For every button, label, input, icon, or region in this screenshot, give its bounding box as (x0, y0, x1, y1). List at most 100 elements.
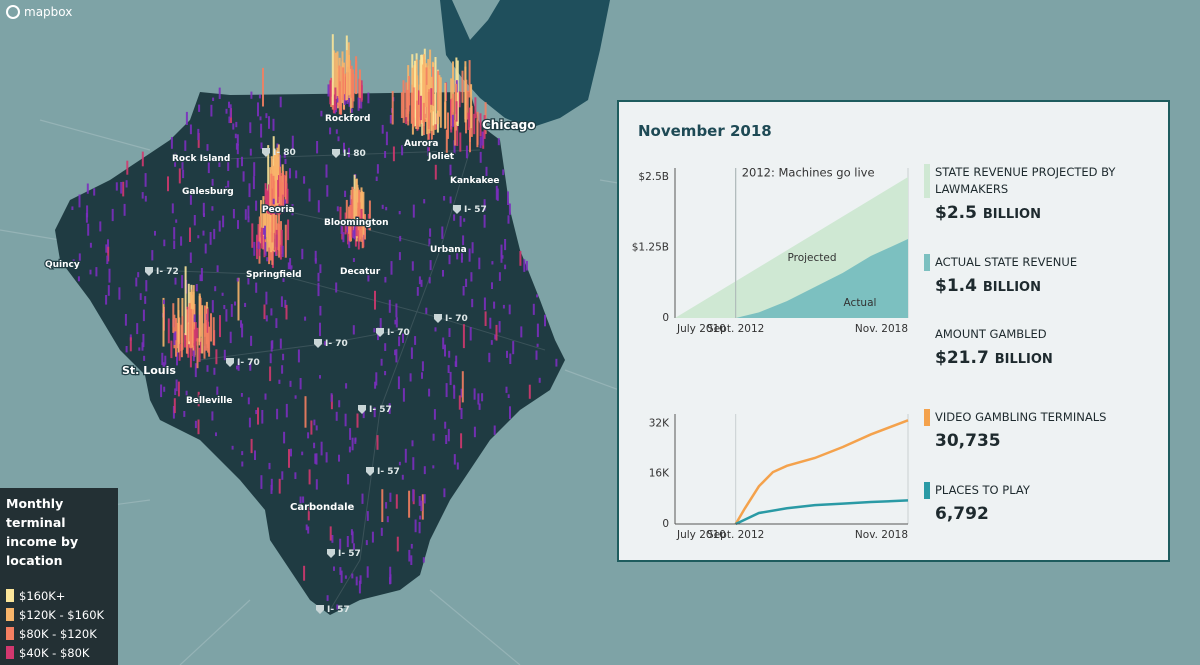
income-spike (303, 565, 306, 581)
x-tick-label: July 2010 (676, 323, 726, 335)
income-spike (285, 403, 288, 418)
income-spike (240, 393, 243, 397)
income-spike (432, 66, 435, 106)
income-spike (268, 201, 271, 248)
income-spike (209, 232, 212, 245)
income-spike (204, 305, 206, 337)
income-spike (401, 474, 404, 480)
income-spike (308, 188, 311, 202)
income-spike (287, 262, 290, 270)
income-spike (462, 324, 465, 349)
income-spike (469, 327, 472, 341)
income-spike (352, 258, 355, 262)
income-spike (283, 152, 286, 158)
income-spike (336, 604, 339, 610)
income-spike (289, 380, 292, 387)
income-spike (313, 419, 316, 426)
city-label: Urbana (430, 245, 467, 255)
income-spike (272, 175, 275, 209)
income-spike (240, 320, 242, 328)
income-spike (216, 265, 219, 272)
income-spike (317, 282, 320, 297)
stats-panel: November 2018 0 $1.25B $2.5B July 2010 Sept.… (617, 100, 1170, 562)
income-spike (284, 224, 287, 258)
income-spike (299, 378, 302, 390)
income-spike (395, 349, 398, 363)
income-spike (332, 50, 335, 95)
income-spike (172, 303, 175, 333)
income-spike (268, 233, 271, 265)
income-spike (428, 238, 431, 247)
income-spike (265, 315, 268, 322)
income-spike (453, 454, 456, 465)
income-spike (235, 121, 238, 128)
income-spike (281, 365, 284, 374)
y-tick-label: $1.25B (632, 242, 669, 254)
income-spike (260, 200, 262, 244)
income-spike (418, 522, 421, 534)
income-spike (200, 337, 202, 354)
stat-unit: BILLION (982, 280, 1041, 295)
legend-item: $160K+ (6, 586, 112, 605)
income-spike (337, 136, 340, 142)
highway-shield (327, 549, 335, 558)
income-spike (105, 244, 108, 253)
income-spike (355, 190, 358, 238)
income-spike (421, 494, 424, 520)
income-spike (294, 472, 297, 479)
income-spike (412, 87, 415, 128)
income-spike (494, 334, 497, 340)
income-spike (189, 252, 192, 263)
income-spike (412, 489, 415, 502)
income-spike (348, 236, 351, 249)
income-spike (144, 296, 147, 304)
income-spike (215, 432, 217, 437)
income-spike (257, 102, 259, 117)
income-spike (206, 308, 209, 333)
income-spike (181, 275, 184, 289)
income-spike (317, 200, 320, 213)
income-spike (364, 214, 366, 240)
income-spike (535, 350, 538, 360)
income-spike (441, 226, 444, 239)
income-spike (247, 216, 250, 223)
income-spike (207, 162, 210, 174)
income-spike (477, 393, 480, 405)
income-spike (182, 169, 185, 179)
income-spike (336, 206, 339, 212)
income-spike (336, 51, 339, 96)
income-spike (250, 335, 253, 346)
highway-label: I- 70 (387, 328, 410, 338)
income-spike (345, 383, 348, 389)
income-spike (325, 164, 328, 178)
highway-label: I- 70 (237, 358, 260, 368)
income-spike (419, 515, 422, 520)
income-spike (237, 360, 240, 371)
income-spike (294, 395, 297, 399)
income-spike (361, 493, 364, 504)
income-spike (455, 355, 458, 367)
income-spike (162, 362, 165, 372)
income-spike (232, 209, 235, 219)
income-spike (173, 332, 176, 345)
legend-item: $120K - $160K (6, 605, 112, 624)
income-spike (360, 85, 363, 100)
income-spike (173, 398, 176, 414)
income-spike (432, 465, 435, 469)
income-spike (469, 107, 471, 128)
income-spike (355, 576, 358, 586)
income-spike (493, 425, 496, 435)
income-spike (504, 239, 507, 251)
income-spike (479, 113, 482, 137)
stat-unit: BILLION (994, 352, 1053, 367)
income-spike (445, 435, 448, 444)
city-label: St. Louis (122, 364, 176, 377)
legend-label: $80K - $120K (19, 626, 97, 641)
income-spike (359, 575, 362, 584)
income-spike (280, 229, 283, 255)
income-spike (458, 91, 461, 108)
income-spike (442, 270, 444, 277)
income-spike (71, 206, 74, 210)
stat-label: PLACES TO PLAY (924, 482, 1155, 499)
